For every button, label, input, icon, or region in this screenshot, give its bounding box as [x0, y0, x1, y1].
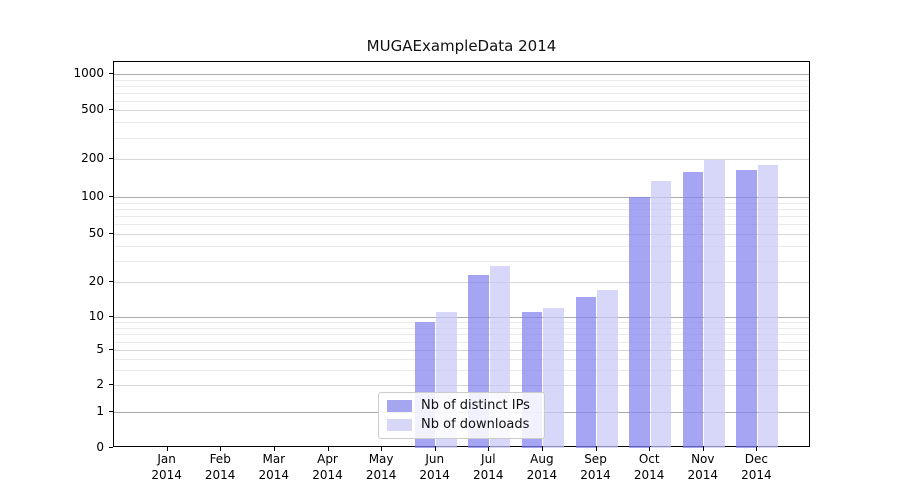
gridline-300 [114, 137, 809, 139]
y-tick-label-5: 5 [96, 342, 104, 357]
gridline-3 [114, 369, 809, 371]
gridline-6 [114, 341, 809, 343]
x-tick-feb [220, 447, 222, 451]
gridline-8 [114, 327, 809, 329]
gridline-100 [114, 197, 809, 198]
y-tick-100 [109, 196, 113, 197]
x-tick-dec [756, 447, 758, 451]
gridline-7 [114, 334, 809, 336]
y-tick-label-0: 0 [96, 439, 104, 454]
gridline-10 [114, 317, 809, 318]
x-tick-label-mar: Mar 2014 [258, 452, 290, 482]
gridline-2 [114, 385, 809, 387]
gridline-30 [114, 260, 809, 262]
x-tick-sep [595, 447, 597, 451]
legend-label: Nb of distinct IPs [421, 398, 530, 413]
gridline-9 [114, 322, 809, 324]
plot-area [113, 61, 810, 448]
x-tick-label-jul: Jul 2014 [473, 452, 504, 482]
x-tick-label-feb: Feb 2014 [204, 452, 236, 482]
gridline-70 [114, 215, 809, 217]
x-tick-aug [541, 447, 543, 451]
y-tick-1 [109, 410, 113, 412]
x-tick-label-oct: Oct 2014 [633, 452, 665, 482]
x-tick-jun [434, 447, 436, 451]
y-tick-2 [109, 384, 113, 386]
y-tick-5 [109, 349, 113, 351]
gridline-60 [114, 224, 809, 225]
gridline-50 [114, 233, 809, 235]
y-tick-label-100: 100 [81, 189, 104, 203]
y-tick-label-200: 200 [81, 151, 104, 166]
y-tick-0 [109, 446, 113, 448]
y-tick-label-10: 10 [88, 309, 104, 323]
bar-distinct-ips-sep [575, 296, 596, 448]
gridline-700 [114, 92, 809, 94]
y-tick-label-500: 500 [81, 102, 104, 117]
gridline-500 [114, 110, 809, 112]
y-tick-10 [109, 316, 113, 317]
y-tick-20 [109, 281, 113, 282]
x-tick-label-jan: Jan 2014 [151, 452, 182, 482]
y-tick-50 [109, 232, 113, 234]
legend-item-downloads: Nb of downloads [387, 417, 536, 432]
bar-downloads-aug [543, 307, 564, 448]
x-tick-jan [166, 447, 168, 451]
chart-title: MUGAExampleData 2014 [366, 37, 557, 55]
bar-distinct-ips-oct [629, 197, 650, 448]
y-tick-1000 [109, 73, 113, 75]
bar-distinct-ips-dec [736, 170, 757, 448]
legend-swatch-downloads [387, 418, 412, 431]
x-tick-oct [649, 447, 651, 451]
gridline-5 [114, 350, 809, 352]
x-tick-mar [273, 447, 275, 451]
y-tick-500 [109, 109, 113, 111]
x-tick-label-apr: Apr 2014 [312, 452, 343, 482]
x-tick-apr [327, 447, 329, 451]
y-tick-label-20: 20 [88, 274, 104, 288]
x-tick-may [381, 447, 383, 451]
x-tick-nov [702, 447, 704, 451]
y-tick-label-1: 1 [96, 403, 104, 418]
gridline-1000 [114, 74, 809, 76]
legend-label: Nb of downloads [421, 417, 530, 432]
gridline-800 [114, 85, 809, 87]
bar-distinct-ips-nov [682, 172, 704, 448]
gridline-900 [114, 79, 809, 81]
gridline-20 [114, 282, 809, 283]
x-tick-label-may: May 2014 [365, 452, 397, 482]
bar-downloads-nov [704, 159, 725, 448]
x-tick-label-jun: Jun 2014 [419, 452, 450, 482]
y-tick-label-2: 2 [96, 377, 104, 392]
gridline-200 [114, 159, 809, 161]
legend: Nb of distinct IPs Nb of downloads [378, 392, 545, 439]
x-tick-label-aug: Aug 2014 [526, 452, 558, 482]
x-tick-label-sep: Sep 2014 [580, 452, 611, 482]
gridline-600 [114, 100, 809, 102]
gridline-80 [114, 208, 809, 210]
x-tick-jul [488, 447, 490, 451]
gridline-400 [114, 122, 809, 124]
y-tick-200 [109, 158, 113, 160]
gridline-90 [114, 202, 809, 204]
bar-downloads-sep [597, 290, 618, 448]
x-tick-label-nov: Nov 2014 [687, 452, 719, 482]
x-tick-label-dec: Dec 2014 [741, 452, 772, 482]
y-tick-label-1000: 1000 [73, 66, 104, 81]
y-tick-label-50: 50 [88, 225, 104, 240]
gridline-40 [114, 245, 809, 247]
gridline-4 [114, 358, 809, 360]
bar-downloads-dec [757, 165, 779, 448]
legend-item-distinct-ips: Nb of distinct IPs [387, 398, 536, 413]
legend-swatch-distinct-ips [387, 399, 412, 412]
bar-downloads-oct [650, 180, 672, 448]
